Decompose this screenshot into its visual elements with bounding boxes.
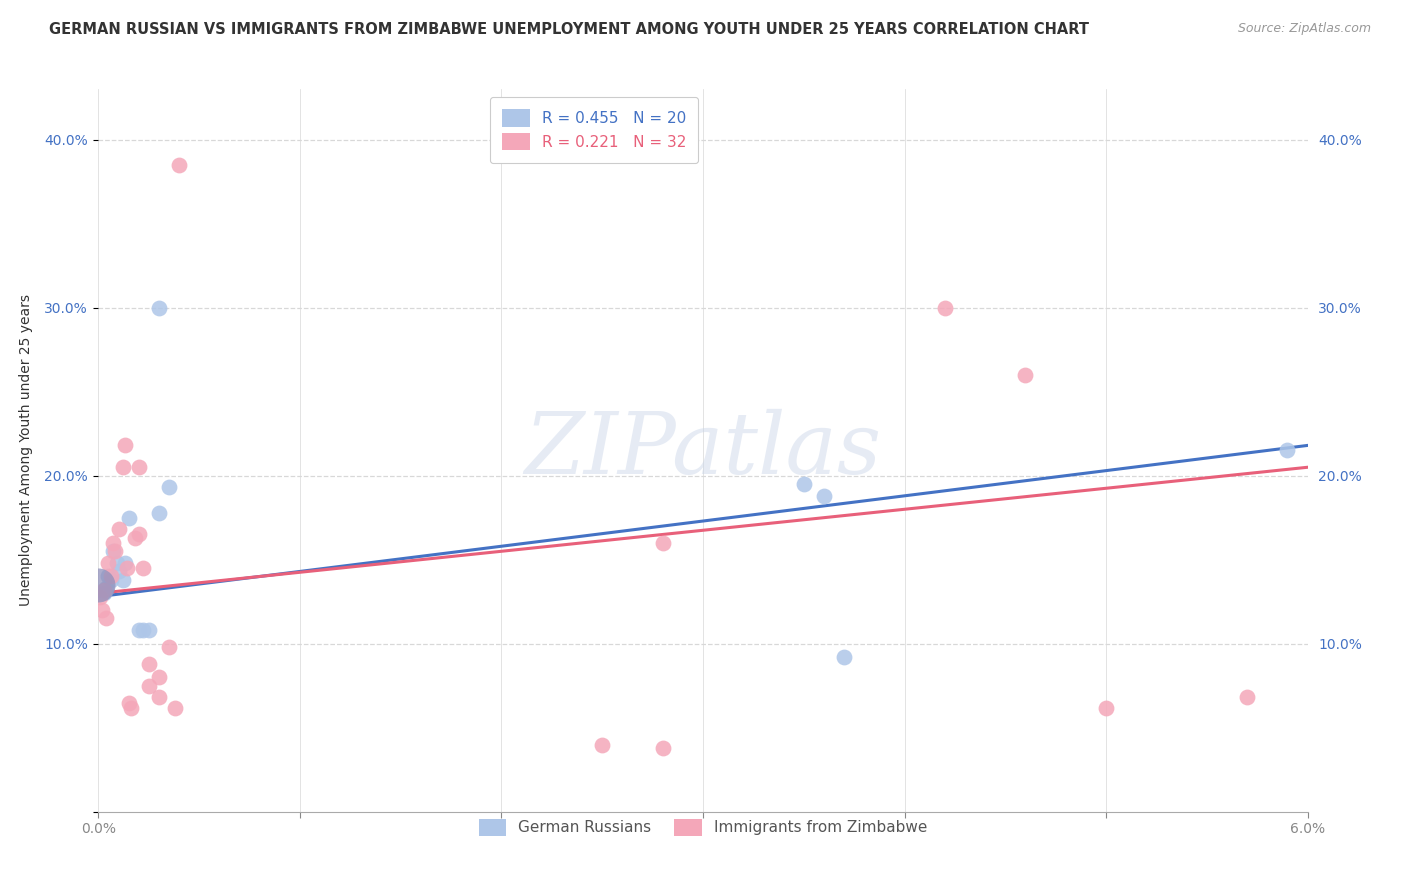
Point [1277,443,1299,458]
Point [832,650,855,665]
Point [87,578,110,592]
Point [100,573,122,587]
Point [148,301,170,315]
Y-axis label: Unemployment Among Youth under 25 years: Unemployment Among Youth under 25 years [20,294,32,607]
Point [132,624,155,638]
Point [1236,690,1258,705]
Point [793,477,815,491]
Point [163,700,186,714]
Point [148,690,170,705]
Point [93,582,115,597]
Point [157,640,180,654]
Point [111,573,134,587]
Point [96,611,118,625]
Point [97,556,120,570]
Point [111,460,134,475]
Point [115,561,138,575]
Point [96,581,118,595]
Point [107,565,129,579]
Point [89,590,111,604]
Point [118,510,141,524]
Point [107,523,129,537]
Text: ZIPatlas: ZIPatlas [524,409,882,491]
Point [101,536,124,550]
Text: GERMAN RUSSIAN VS IMMIGRANTS FROM ZIMBABWE UNEMPLOYMENT AMONG YOUTH UNDER 25 YEA: GERMAN RUSSIAN VS IMMIGRANTS FROM ZIMBAB… [49,22,1090,37]
Point [91,603,114,617]
Point [1014,368,1036,382]
Point [934,301,956,315]
Point [118,696,141,710]
Point [114,438,136,452]
Point [105,556,128,570]
Point [813,489,835,503]
Point [97,569,120,583]
Point [114,556,136,570]
Legend: German Russians, Immigrants from Zimbabwe: German Russians, Immigrants from Zimbabw… [471,811,935,844]
Point [148,670,170,684]
Point [128,527,150,541]
Point [120,700,142,714]
Point [128,460,150,475]
Point [101,544,124,558]
Text: Source: ZipAtlas.com: Source: ZipAtlas.com [1237,22,1371,36]
Point [138,657,160,671]
Point [93,586,115,600]
Point [124,531,146,545]
Point [138,679,160,693]
Point [100,569,122,583]
Point [157,480,180,494]
Point [591,738,613,752]
Point [132,561,155,575]
Point [167,158,190,172]
Point [138,624,160,638]
Point [651,740,673,755]
Point [103,544,125,558]
Point [128,624,150,638]
Point [651,536,673,550]
Point [1095,700,1118,714]
Point [148,506,170,520]
